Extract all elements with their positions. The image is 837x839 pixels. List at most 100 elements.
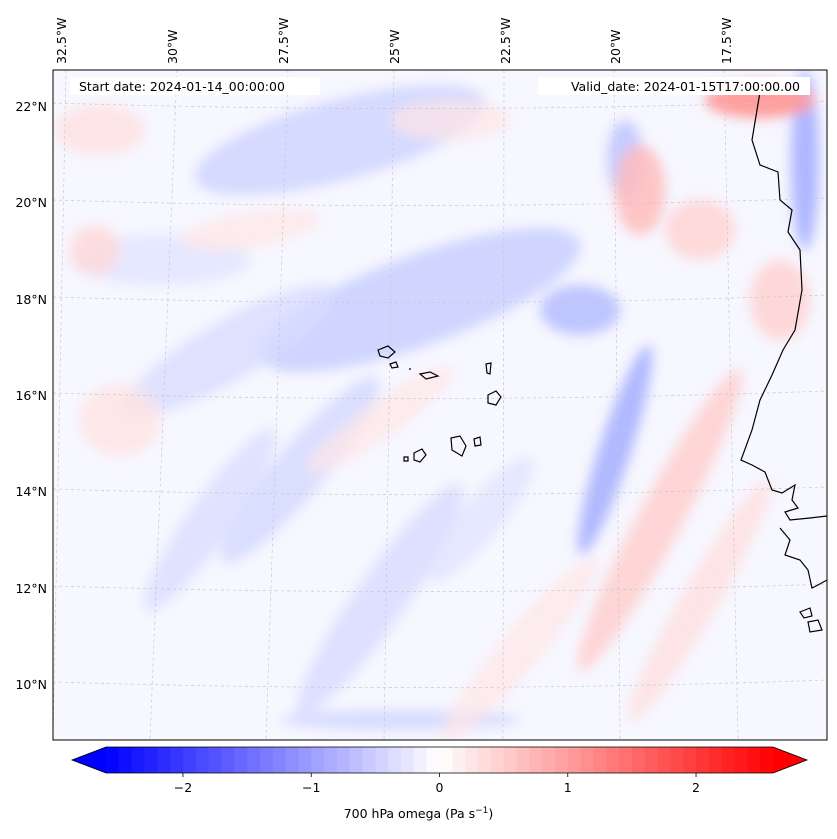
lat-label: 22°N <box>15 99 47 114</box>
colorbar-cell <box>503 747 518 773</box>
lon-labels: 32.5°W 30°W 27.5°W 25°W 22.5°W 20°W 17.5… <box>54 18 734 64</box>
colorbar-cell <box>182 747 197 773</box>
colorbar-cell <box>259 747 274 773</box>
colorbar-cell <box>644 747 659 773</box>
colorbar-cell <box>567 747 582 773</box>
colorbar-cell <box>285 747 300 773</box>
colorbar-cell <box>401 747 415 773</box>
omega-field-blob <box>441 557 599 740</box>
colorbar-tick-label: −1 <box>302 780 320 795</box>
cape-verde-fogo <box>413 448 427 463</box>
omega-field-blob <box>540 285 620 335</box>
bijagos-islands <box>799 607 823 633</box>
colorbar-label-exponent: −1 <box>475 806 489 816</box>
omega-field-blob <box>577 345 653 555</box>
colorbar-cell <box>619 747 633 773</box>
colorbar-cell <box>118 747 133 773</box>
colorbar-cell <box>708 747 723 773</box>
colorbar-cell <box>247 747 261 773</box>
colorbar-cell <box>324 747 338 773</box>
cape-verde-maio <box>473 436 482 447</box>
colorbar-tick-label: 0 <box>436 780 444 795</box>
colorbar-cell <box>529 747 543 773</box>
colorbar-cell <box>657 747 671 773</box>
colorbar-cell <box>170 747 184 773</box>
lat-labels: 22°N 20°N 18°N 16°N 14°N 12°N 10°N <box>15 99 47 692</box>
lat-label: 16°N <box>15 388 47 403</box>
omega-field-blob <box>305 366 455 474</box>
omega-field-blob <box>124 284 335 416</box>
colorbar-cell <box>311 747 325 773</box>
valid-date-label: Valid_date: 2024-01-15T17:00:00.00 <box>571 79 800 94</box>
omega-field-blob <box>577 369 743 671</box>
start-date-label: Start date: 2024-01-14_00:00:00 <box>79 79 285 94</box>
colorbar-cell <box>452 747 466 773</box>
colorbar-cell <box>734 747 748 773</box>
colorbar-label-main: 700 hPa omega (Pa s <box>343 806 476 822</box>
colorbar-cell <box>106 747 120 773</box>
omega-field-blob <box>259 228 581 372</box>
colorbar-tick-label: −2 <box>174 780 192 795</box>
colorbar-cell <box>131 747 146 773</box>
colorbar-cell <box>490 747 505 773</box>
colorbar-cell <box>696 747 710 773</box>
omega-field-blob <box>750 260 810 340</box>
colorbar-cell <box>580 747 595 773</box>
lon-label: 25°W <box>387 29 402 64</box>
colorbar-cell <box>760 747 774 773</box>
omega-field-blob <box>55 105 145 155</box>
omega-field-blob <box>628 478 772 722</box>
colorbar-cell <box>375 747 389 773</box>
start-date-box <box>70 77 320 95</box>
lat-label: 18°N <box>15 292 47 307</box>
colorbar-cell <box>413 747 428 773</box>
map-panel: Start date: 2024-01-14_00:00:00 Valid_da… <box>52 69 828 741</box>
colorbar-cell <box>516 747 530 773</box>
lat-label: 10°N <box>15 677 47 692</box>
gridlines <box>53 70 827 740</box>
cape-verde-santo-antao <box>377 345 396 359</box>
colorbar-cell <box>477 747 492 773</box>
colorbar-cell <box>721 747 736 773</box>
lat-label: 14°N <box>15 484 47 499</box>
colorbar-tick-label: 1 <box>564 780 572 795</box>
colorbar-cell <box>593 747 607 773</box>
cape-verde-sao-vicente <box>389 361 399 369</box>
cape-verde-boa-vista <box>487 390 502 406</box>
colorbar-cell <box>606 747 620 773</box>
omega-field-blob <box>615 145 665 235</box>
lon-label: 27.5°W <box>276 18 291 64</box>
omega-field-blob <box>70 225 120 275</box>
colorbar-cell <box>208 747 223 773</box>
colorbar-cell <box>349 747 364 773</box>
colorbar-cell <box>670 747 684 773</box>
colorbar-cell <box>683 747 697 773</box>
cape-verde-santiago <box>450 435 467 457</box>
colorbar-cell <box>439 747 453 773</box>
colorbar-cell <box>144 747 158 773</box>
omega-field-blob <box>426 457 534 583</box>
colorbar-label: 700 hPa omega (Pa s−1) <box>0 806 837 821</box>
omega-field-blob <box>791 70 819 250</box>
colorbar-cell <box>362 747 376 773</box>
omega-field-blob <box>390 100 510 140</box>
colorbar-extend-min <box>72 747 106 773</box>
guinea-coast <box>779 527 827 589</box>
colorbar-cell <box>298 747 312 773</box>
colorbar-cell <box>747 747 761 773</box>
colorbar-cell <box>221 747 235 773</box>
valid-date-box <box>538 77 810 95</box>
africa-coastline <box>740 91 827 521</box>
colorbar-outline <box>70 746 809 774</box>
colorbar-cell <box>426 747 441 773</box>
omega-field-blob <box>180 208 320 252</box>
colorbar-cell <box>336 747 351 773</box>
omega-field-blob <box>80 385 160 455</box>
colorbar-tick-label: 2 <box>692 780 700 795</box>
colorbar-cells <box>106 747 774 773</box>
colorbar-ticks: −2 −1 0 1 2 <box>174 773 700 795</box>
lat-label: 20°N <box>15 195 47 210</box>
colorbar-cell <box>631 747 646 773</box>
lon-label: 32.5°W <box>54 18 69 64</box>
